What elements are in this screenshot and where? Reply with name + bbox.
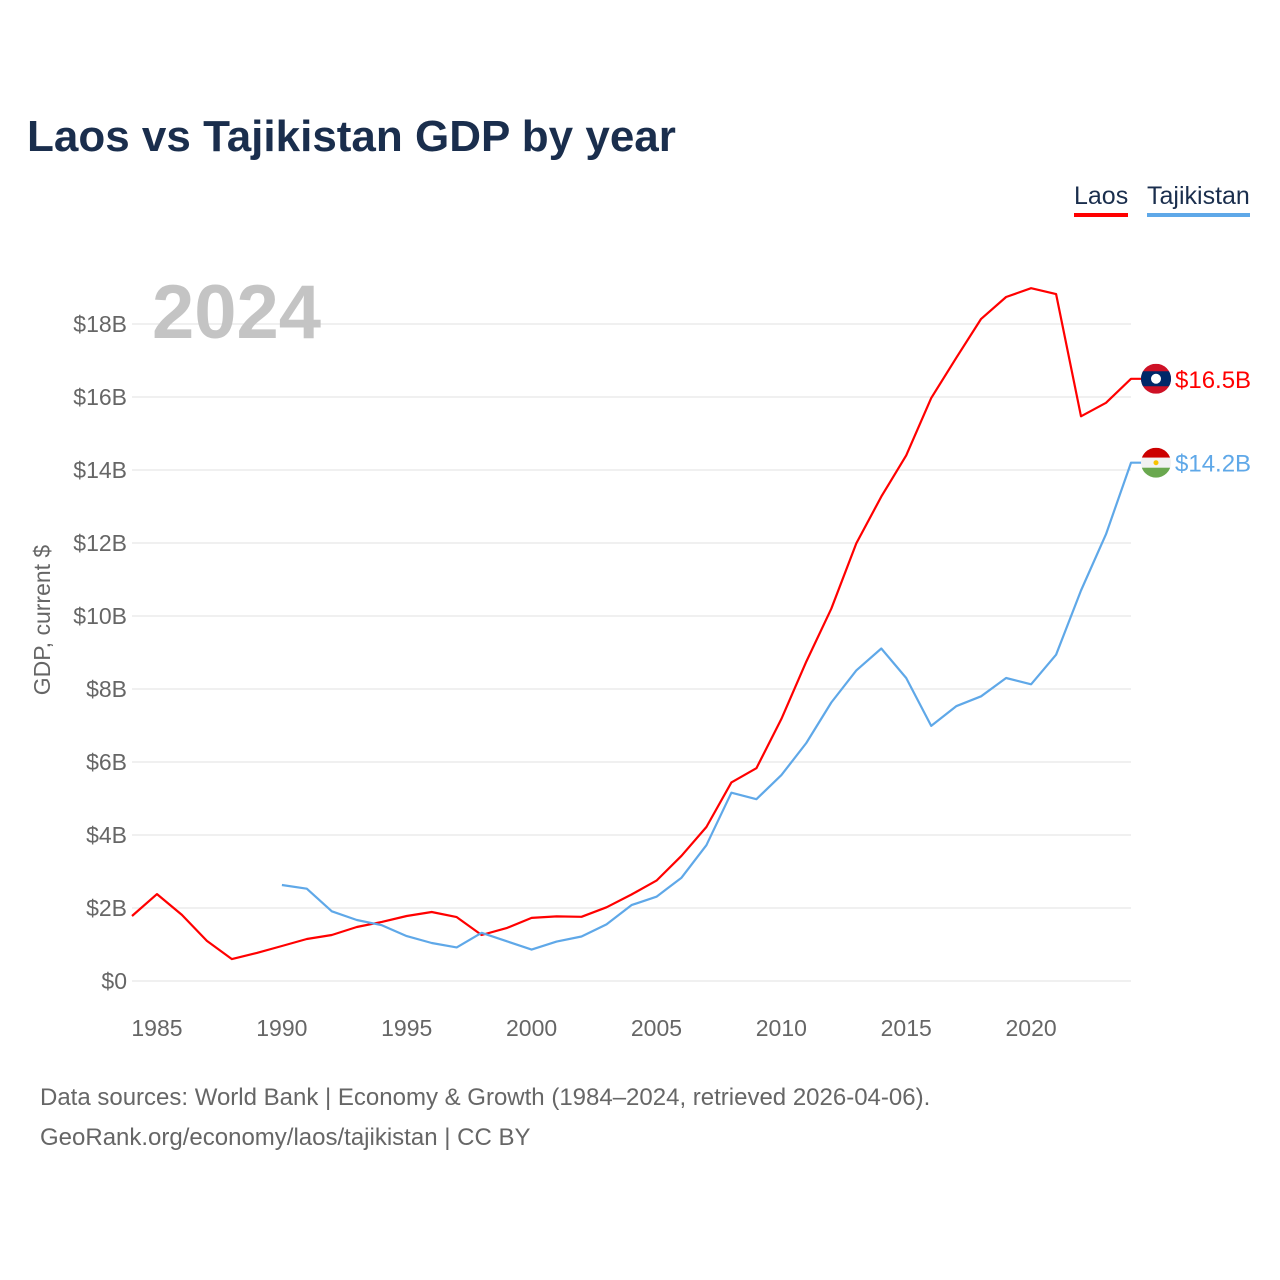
x-tick-label: 2020 — [1006, 1015, 1057, 1041]
y-tick-label: $0 — [101, 968, 127, 994]
x-tick-label: 2005 — [631, 1015, 682, 1041]
y-tick-label: $16B — [73, 384, 127, 410]
tajikistan-flag-icon — [1141, 447, 1171, 478]
x-tick-label: 2000 — [506, 1015, 557, 1041]
y-tick-label: $6B — [86, 749, 127, 775]
x-tick-label: 2010 — [756, 1015, 807, 1041]
y-tick-label: $8B — [86, 676, 127, 702]
y-tick-label: $4B — [86, 822, 127, 848]
series-line-laos — [131, 287, 1142, 961]
y-tick-label: $2B — [86, 895, 127, 921]
legend-laos[interactable]: Laos — [1074, 182, 1129, 217]
end-label-laos: $16.5B — [1175, 367, 1251, 394]
footer-sources: Data sources: World Bank | Economy & Gro… — [40, 1084, 931, 1111]
x-tick-label: 1990 — [256, 1015, 307, 1041]
y-tick-label: $18B — [73, 311, 127, 337]
x-tick-label: 1985 — [131, 1015, 182, 1041]
x-tick-label: 2015 — [881, 1015, 932, 1041]
y-tick-label: $10B — [73, 603, 127, 629]
y-tick-label: $12B — [73, 530, 127, 556]
legend-tajikistan[interactable]: Tajikistan — [1147, 182, 1250, 217]
year-watermark: 2024 — [152, 270, 321, 355]
y-tick-label: $14B — [73, 457, 127, 483]
y-axis-label: GDP, current $ — [29, 545, 55, 696]
chart-title: Laos vs Tajikistan GDP by year — [27, 112, 676, 161]
x-tick-label: 1995 — [381, 1015, 432, 1041]
end-label-tajikistan: $14.2B — [1175, 451, 1251, 478]
laos-flag-icon — [1141, 363, 1171, 394]
series-line-tajikistan — [281, 461, 1142, 951]
footer-link[interactable]: GeoRank.org/economy/laos/tajikistan | CC… — [40, 1124, 531, 1151]
